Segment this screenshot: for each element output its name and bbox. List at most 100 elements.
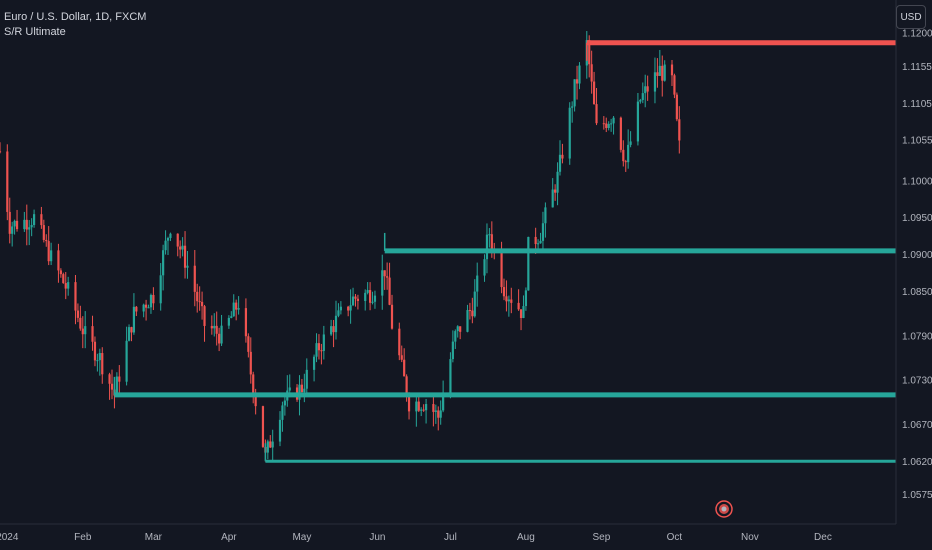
time-tick-label: Sep bbox=[592, 532, 610, 543]
candle bbox=[602, 116, 605, 130]
candle-body bbox=[252, 374, 255, 396]
candle-body bbox=[641, 93, 644, 100]
candle-body bbox=[215, 325, 218, 334]
time-tick-label: Jun bbox=[369, 532, 385, 543]
candle-body bbox=[636, 101, 640, 142]
candle-body bbox=[619, 117, 622, 150]
candle-body bbox=[281, 405, 284, 420]
candle bbox=[502, 278, 506, 301]
candle bbox=[315, 333, 318, 363]
candle-body bbox=[64, 283, 67, 289]
candle-body bbox=[351, 296, 355, 306]
price-tick-label: 1.09000 bbox=[902, 250, 932, 261]
candle bbox=[622, 140, 625, 167]
candle-body bbox=[108, 374, 111, 384]
candle-body bbox=[588, 40, 591, 65]
candle-body bbox=[347, 306, 350, 311]
candle-body bbox=[247, 336, 250, 352]
candle-body bbox=[40, 214, 43, 226]
candle bbox=[646, 75, 649, 101]
candle-body bbox=[366, 290, 369, 293]
candle bbox=[551, 178, 554, 208]
candle-body bbox=[169, 233, 172, 239]
candle bbox=[244, 298, 248, 343]
candle-body bbox=[322, 334, 325, 351]
candle-body bbox=[193, 265, 196, 292]
candle bbox=[619, 116, 622, 153]
candle bbox=[108, 372, 111, 400]
price-tick-label: 1.11550 bbox=[902, 62, 932, 73]
candle-body bbox=[220, 325, 223, 344]
candle bbox=[149, 293, 153, 314]
candle bbox=[237, 296, 240, 315]
candle-body bbox=[13, 220, 16, 227]
candle bbox=[101, 347, 104, 384]
candle-body bbox=[179, 246, 182, 250]
candle-body bbox=[403, 359, 406, 377]
candle-body bbox=[162, 250, 165, 276]
candle-body bbox=[84, 326, 87, 335]
candle-body bbox=[500, 249, 503, 288]
price-tick-label: 1.08500 bbox=[902, 287, 932, 298]
candle-body bbox=[164, 240, 167, 251]
price-axis[interactable]: 1.12000 1.11550 1.11050 1.10550 1.10000 1.095… bbox=[902, 29, 932, 501]
currency-button[interactable]: USD bbox=[896, 5, 926, 29]
candle-body bbox=[8, 211, 11, 234]
candle-body bbox=[510, 299, 513, 303]
candle bbox=[235, 299, 238, 321]
candle-body bbox=[28, 227, 31, 230]
candle-body bbox=[67, 282, 70, 289]
candle bbox=[218, 327, 221, 352]
event-marker-outer bbox=[715, 500, 733, 518]
event-marker[interactable] bbox=[715, 500, 733, 518]
candle bbox=[84, 311, 87, 349]
candle bbox=[42, 219, 45, 243]
candle-body bbox=[490, 234, 493, 249]
candle bbox=[200, 291, 204, 320]
candle-body bbox=[554, 189, 557, 193]
candle-body bbox=[45, 239, 48, 242]
candle bbox=[15, 209, 19, 232]
candle-body bbox=[568, 107, 571, 159]
price-tick-label: 1.12000 bbox=[902, 29, 932, 40]
candle-body bbox=[210, 325, 213, 329]
candle bbox=[354, 293, 357, 307]
candle bbox=[476, 262, 479, 307]
candle-body bbox=[661, 65, 664, 81]
time-tick-label: 2024 bbox=[0, 532, 19, 543]
candle bbox=[96, 353, 99, 372]
candle bbox=[81, 316, 84, 349]
candle bbox=[607, 121, 610, 131]
candle bbox=[424, 398, 428, 424]
candle bbox=[575, 65, 579, 100]
candle bbox=[271, 429, 274, 462]
candle bbox=[252, 371, 255, 404]
candle bbox=[383, 270, 386, 290]
candle bbox=[152, 287, 155, 311]
candle bbox=[578, 62, 581, 90]
candle-body bbox=[261, 406, 265, 447]
price-tick-label: 1.06700 bbox=[902, 420, 932, 431]
candle bbox=[420, 407, 423, 417]
candle bbox=[305, 358, 308, 394]
candle-body bbox=[196, 291, 199, 302]
candle-body bbox=[166, 238, 170, 241]
indicator-title[interactable]: S/R Ultimate bbox=[4, 26, 66, 38]
candle bbox=[198, 286, 201, 311]
symbol-title[interactable]: Euro / U.S. Dollar, 1D, FXCM bbox=[4, 11, 147, 23]
candle-body bbox=[142, 304, 145, 312]
candle-body bbox=[534, 236, 537, 245]
candle-body bbox=[317, 343, 321, 351]
candle bbox=[505, 280, 508, 312]
time-axis[interactable]: 2024 Feb Mar Apr May Jun Jul Aug Sep Oct Nov Dec bbox=[0, 532, 832, 543]
price-tick-label: 1.07900 bbox=[902, 331, 932, 342]
candle bbox=[595, 87, 598, 126]
candle bbox=[364, 289, 367, 311]
candles-layer bbox=[0, 30, 681, 462]
candle bbox=[398, 322, 401, 361]
candle-body bbox=[271, 441, 274, 448]
candle-body bbox=[149, 294, 153, 308]
candle-body bbox=[266, 441, 269, 453]
